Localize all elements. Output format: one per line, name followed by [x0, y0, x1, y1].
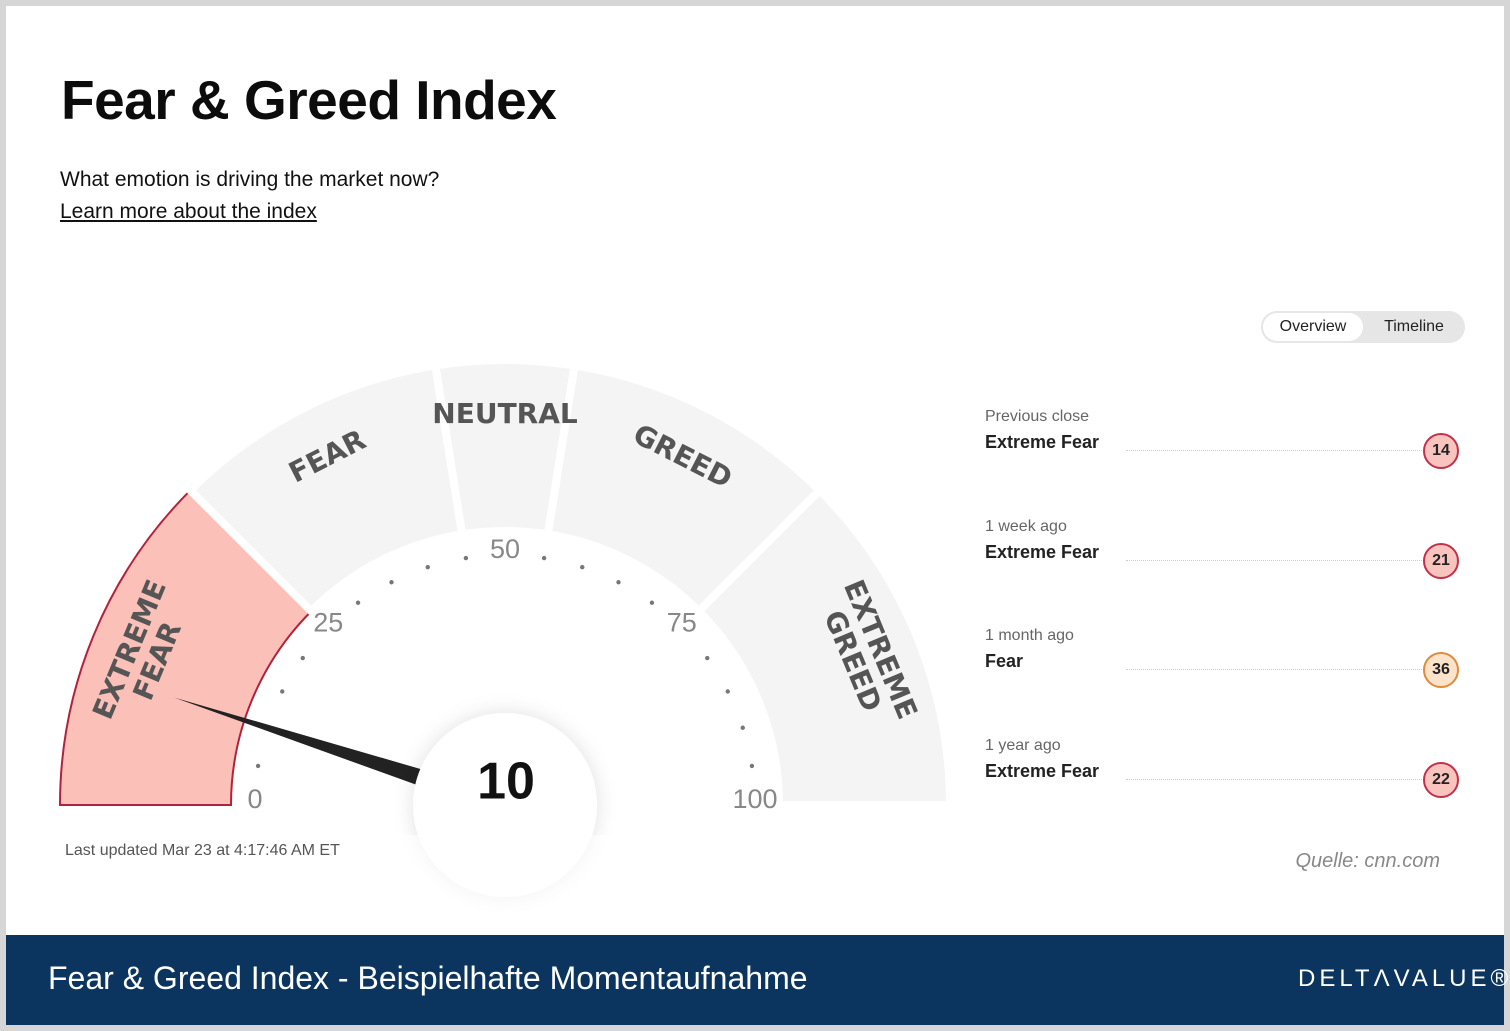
- subtitle: What emotion is driving the market now?: [60, 168, 440, 191]
- tick-dot: [541, 555, 547, 561]
- tick-dot: [300, 655, 305, 661]
- tick-dot: [580, 565, 585, 570]
- tick-dot: [749, 763, 755, 769]
- tick-dot: [255, 763, 261, 769]
- history-rating: Fear: [985, 651, 1024, 671]
- dotted-line: [1126, 669, 1422, 670]
- tick-dot: [740, 725, 745, 730]
- history-rating: Extreme Fear: [985, 760, 1100, 781]
- last-updated: Last updated Mar 23 at 4:17:46 AM ET: [65, 842, 340, 859]
- gauge: EXTREMEFEARFEARNEUTRALGREEDEXTREMEGREED0…: [58, 356, 955, 935]
- dotted-line: [1126, 450, 1422, 451]
- tick-dot: [616, 580, 621, 585]
- history-rating: Extreme Fear: [985, 432, 1100, 452]
- dotted-line: [1126, 559, 1422, 561]
- tab-overview[interactable]: Overview: [1263, 313, 1363, 341]
- tick-label: 100: [732, 784, 777, 814]
- footer: Fear & Greed Index - Beispielhafte Momen…: [6, 935, 1508, 1025]
- history-period: Previous close: [985, 408, 1090, 425]
- hub-cover: [385, 835, 625, 935]
- tick-label: 0: [247, 784, 262, 814]
- source: Quelle: cnn.com: [1295, 850, 1440, 872]
- tick-dot: [425, 565, 430, 570]
- tick-label: 50: [490, 534, 520, 564]
- history-value: 36: [1423, 652, 1459, 688]
- tick-dot: [725, 689, 730, 694]
- tick-dot: [649, 600, 655, 605]
- history-value: 21: [1423, 542, 1459, 579]
- history-value: 14: [1423, 433, 1459, 469]
- gauge-value: 10: [477, 753, 535, 811]
- segment-label-line: NEUTRAL: [432, 397, 578, 430]
- tick-label: 25: [313, 607, 343, 637]
- gauge-segment: [693, 484, 955, 809]
- history-rating: Extreme Fear: [985, 541, 1100, 562]
- history-value: 22: [1423, 761, 1459, 798]
- title: Fear & Greed Index: [61, 69, 557, 131]
- footer-caption: Fear & Greed Index - Beispielhafte Momen…: [48, 960, 808, 996]
- history-period: 1 week ago: [985, 517, 1067, 535]
- tick-dot: [463, 555, 469, 561]
- tick-dot: [389, 580, 394, 585]
- learn-more-link[interactable]: Learn more about the index: [60, 200, 317, 223]
- logo: DELTΛVALUE®: [1298, 965, 1510, 992]
- view-toggle: Overview Timeline: [1261, 311, 1465, 343]
- tick-label: 75: [667, 607, 697, 637]
- segment-label: NEUTRAL: [432, 397, 578, 430]
- tick-dot: [280, 689, 285, 694]
- history-period: 1 year ago: [985, 736, 1061, 754]
- tick-dot: [705, 655, 710, 661]
- tab-timeline[interactable]: Timeline: [1384, 318, 1444, 335]
- tick-dot: [355, 600, 361, 605]
- history-period: 1 month ago: [985, 627, 1074, 644]
- dotted-line: [1126, 778, 1422, 780]
